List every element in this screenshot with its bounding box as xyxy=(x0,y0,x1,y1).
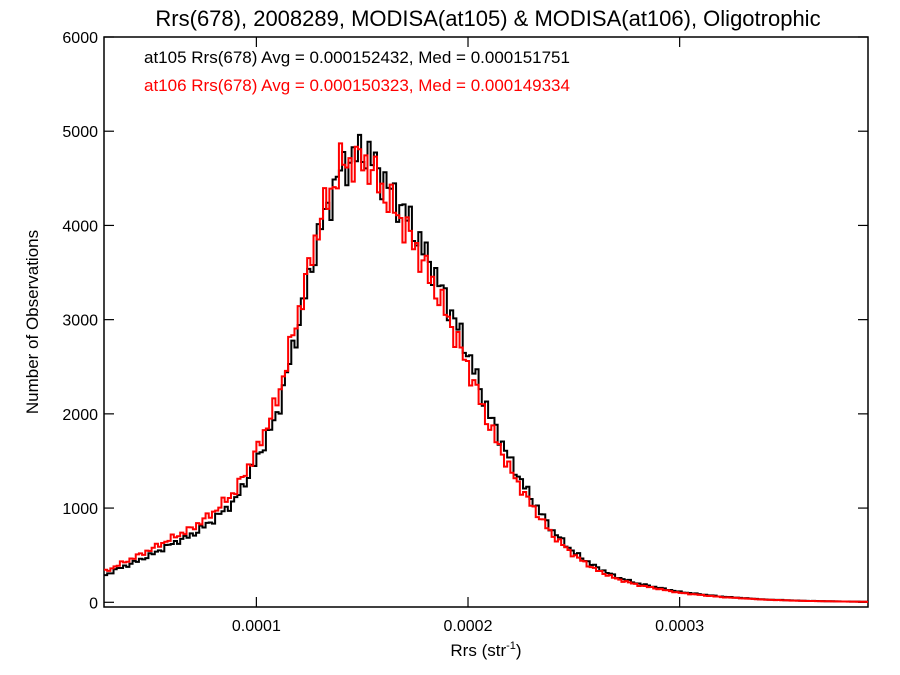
plot-frame xyxy=(103,36,869,608)
legend-entry-at106: at106 Rrs(678) Avg = 0.000150323, Med = … xyxy=(144,76,570,95)
series-at105-line xyxy=(104,133,868,603)
x-axis-label: Rrs (str-1) xyxy=(450,640,521,660)
y-tick-label: 4000 xyxy=(62,218,98,235)
series-at106-line xyxy=(104,142,868,603)
y-tick-label: 2000 xyxy=(62,407,98,424)
x-tick-label: 0.0002 xyxy=(444,618,493,635)
y-tick-label: 3000 xyxy=(62,313,98,330)
y-tick-label: 1000 xyxy=(62,501,98,518)
y-tick-label: 0 xyxy=(89,595,98,612)
x-tick-label: 0.0001 xyxy=(232,618,281,635)
axis-ticks: 0.0001 0.0002 0.0003 0 1000 2000 3000 4000 5000 6… xyxy=(62,30,868,635)
series-layer xyxy=(104,133,868,603)
x-tick-label: 0.0003 xyxy=(655,618,704,635)
x-axis-label-superscript: -1 xyxy=(506,640,516,652)
legend-entry-at105: at105 Rrs(678) Avg = 0.000152432, Med = … xyxy=(144,48,570,67)
x-axis-label-end: ) xyxy=(516,641,522,660)
chart-title: Rrs(678), 2008289, MODISA(at105) & MODIS… xyxy=(155,6,820,31)
y-tick-label: 6000 xyxy=(62,30,98,47)
y-tick-label: 5000 xyxy=(62,124,98,141)
x-axis-label-main: Rrs (str xyxy=(450,641,506,660)
y-axis-label: Number of Observations xyxy=(23,230,42,414)
